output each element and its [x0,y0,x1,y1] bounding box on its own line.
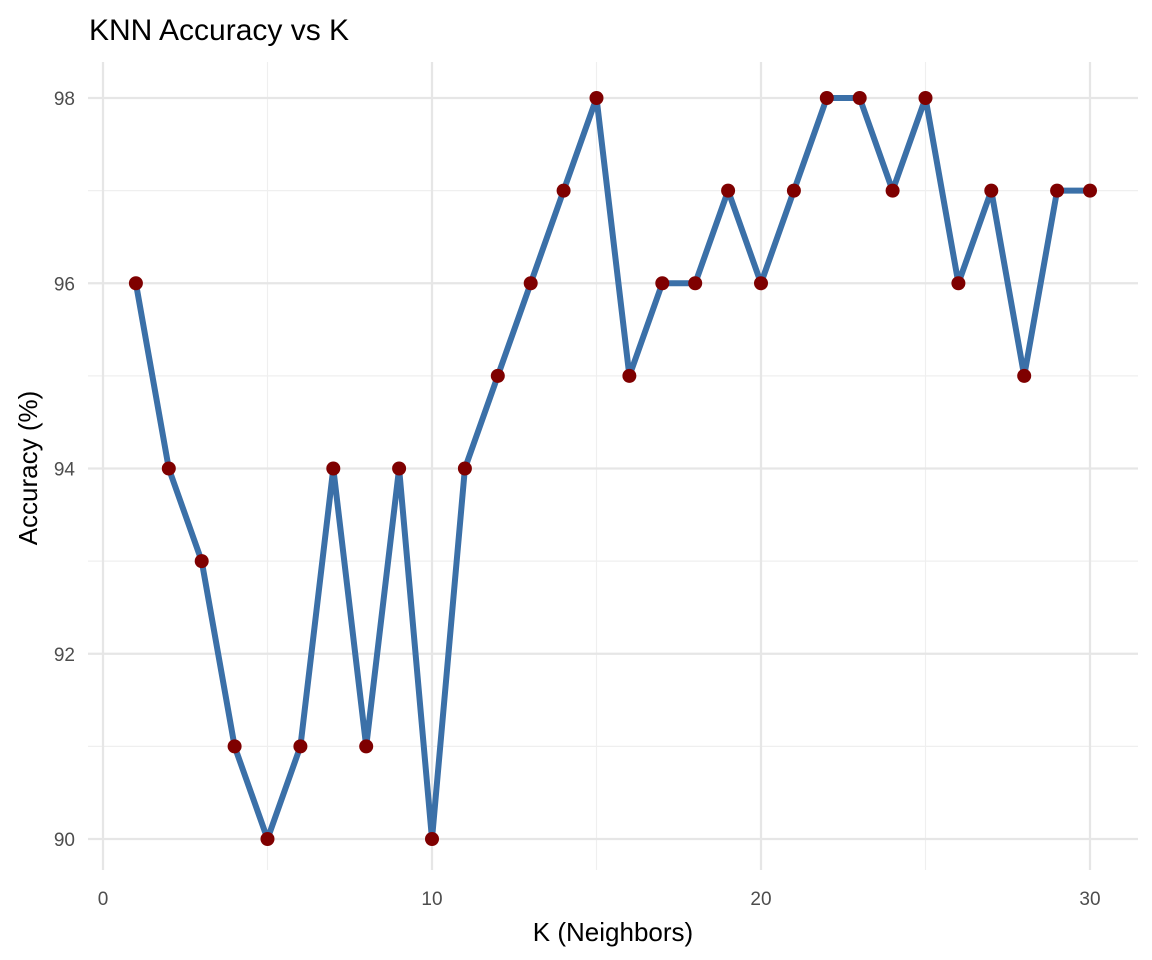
x-axis-title: K (Neighbors) [533,917,693,947]
series-line [132,95,1093,842]
data-point [425,832,439,846]
data-point [1083,183,1097,198]
y-axis-ticks: 90 92 94 96 98 [54,89,76,851]
data-point [523,276,538,291]
x-axis-ticks: 0 10 20 30 [98,889,1101,910]
data-point [1017,368,1032,383]
y-tick-label: 98 [54,89,75,110]
x-tick-label: 10 [421,889,442,910]
data-point [951,276,966,291]
data-point [1050,183,1065,198]
data-point [326,461,341,476]
data-point [128,276,143,291]
y-tick-label: 94 [54,460,76,481]
data-point [786,183,801,198]
data-point [556,183,571,198]
x-tick-label: 0 [98,889,109,910]
data-point [819,91,834,105]
data-point [260,832,275,846]
data-point [688,276,703,291]
data-point [754,276,768,291]
data-point [359,739,374,754]
data-point [194,554,209,569]
data-point [227,739,242,754]
data-point [457,461,472,476]
chart-title: KNN Accuracy vs K [89,14,349,47]
data-point [984,183,999,198]
data-points [128,91,1097,846]
data-point [392,461,407,476]
data-point [885,183,900,198]
data-point [622,368,637,383]
data-point [293,739,308,754]
data-point [918,91,933,105]
x-tick-label: 20 [750,889,771,910]
data-point [161,461,176,476]
y-tick-label: 92 [54,645,75,666]
y-tick-label: 96 [54,274,75,295]
x-tick-label: 30 [1079,889,1100,910]
grid [88,62,1138,870]
data-point [490,368,505,383]
data-point [655,276,670,291]
data-point [589,91,604,105]
y-axis-title: Accuracy (%) [13,391,43,546]
data-point [852,91,867,105]
y-tick-label: 90 [54,830,75,851]
data-point [721,183,736,198]
